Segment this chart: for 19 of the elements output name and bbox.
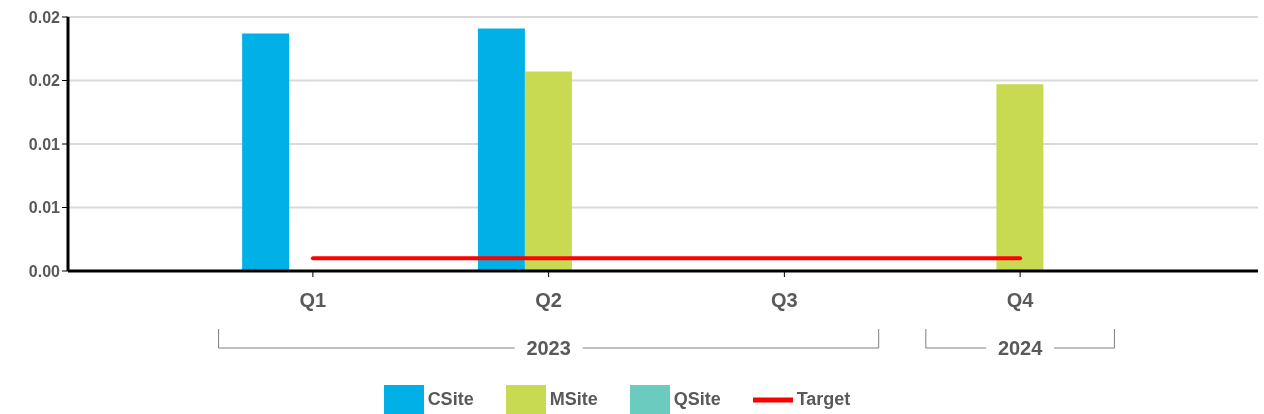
y-tick-label: 0.00 bbox=[28, 262, 61, 280]
legend-label: MSite bbox=[549, 388, 598, 409]
y-tick-label: 0.02 bbox=[28, 72, 61, 90]
bar bbox=[477, 28, 525, 271]
text: 2024 bbox=[997, 337, 1044, 359]
y-tick-label: 0.02 bbox=[28, 8, 61, 26]
x-tick-label: Q4 bbox=[1006, 289, 1035, 312]
bar bbox=[996, 84, 1044, 271]
y-tick-label: 0.01 bbox=[28, 199, 61, 217]
bar bbox=[524, 71, 572, 271]
text: 2023 bbox=[526, 337, 571, 359]
x-tick-label: Q1 bbox=[299, 289, 327, 312]
legend-label: CSite bbox=[427, 388, 474, 409]
x-tick-label: Q2 bbox=[535, 289, 562, 312]
legend-label: Target bbox=[796, 388, 851, 409]
bar bbox=[242, 33, 290, 271]
legend-label: QSite bbox=[673, 388, 721, 409]
x-tick-label: Q3 bbox=[771, 289, 798, 312]
y-tick-label: 0.01 bbox=[28, 135, 61, 153]
